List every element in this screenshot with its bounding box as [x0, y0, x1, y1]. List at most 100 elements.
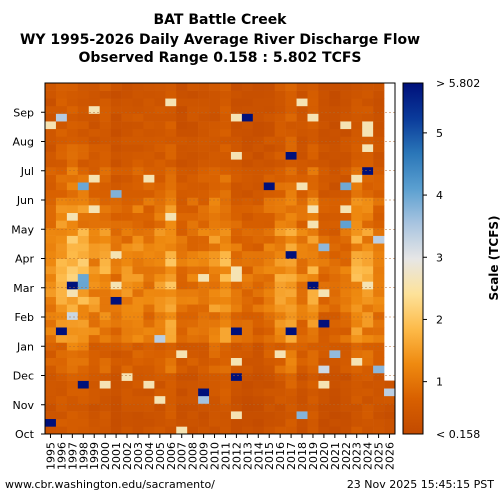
heatmap-cell [45, 121, 57, 130]
heatmap-cell [110, 403, 122, 412]
heatmap-cell [373, 113, 385, 122]
heatmap-cell [198, 258, 210, 267]
heatmap-cell [88, 372, 100, 381]
heatmap-cell [77, 166, 90, 175]
heatmap-cell [99, 98, 111, 107]
heatmap-cell [176, 273, 188, 282]
heatmap-cell [241, 266, 254, 275]
heatmap-cell [274, 319, 286, 328]
heatmap-cell [176, 151, 188, 160]
heatmap-cell [121, 304, 133, 313]
heatmap-cell [329, 350, 341, 358]
heatmap-cell [176, 159, 188, 168]
heatmap-cell [263, 258, 275, 267]
heatmap-cell [66, 327, 79, 336]
heatmap-cell [55, 98, 68, 107]
heatmap-cell [88, 90, 100, 99]
heatmap-cell [143, 289, 155, 297]
heatmap-cell [285, 372, 297, 381]
heatmap-cell [187, 144, 199, 152]
heatmap-cell [198, 365, 210, 374]
heatmap-cell [143, 266, 155, 275]
heatmap-cell [99, 319, 111, 328]
heatmap-cell [143, 243, 155, 252]
heatmap-cell [252, 426, 265, 435]
heatmap-cell [121, 403, 133, 412]
heatmap-cell [154, 357, 166, 366]
heatmap-cell [176, 243, 188, 252]
heatmap-cell [318, 403, 330, 412]
heatmap-cell [110, 388, 122, 397]
heatmap-cell [110, 98, 122, 107]
heatmap-cell [362, 235, 374, 244]
heatmap-cell [176, 83, 188, 91]
heatmap-cell [285, 357, 297, 366]
heatmap-cell [252, 418, 265, 427]
heatmap-cell [351, 227, 363, 236]
heatmap-cell [45, 350, 57, 358]
heatmap-cell [362, 426, 374, 435]
heatmap-cell [263, 327, 275, 336]
heatmap-cell [121, 334, 133, 343]
heatmap-cell [176, 144, 188, 152]
heatmap-cell [187, 319, 199, 328]
heatmap-cell [220, 189, 232, 198]
heatmap-cell [362, 121, 374, 130]
heatmap-cell [351, 235, 363, 244]
heatmap-cell [252, 327, 265, 336]
heatmap-cell [351, 281, 363, 290]
heatmap-cell [351, 197, 363, 206]
heatmap-cell [55, 411, 68, 420]
heatmap-cell [263, 121, 275, 130]
heatmap-cell [318, 144, 330, 152]
heatmap-cell [55, 113, 68, 122]
heatmap-cell [351, 166, 363, 175]
heatmap-cell [55, 121, 68, 130]
x-tick-label-2003: 2003 [132, 442, 145, 470]
heatmap-cell [230, 281, 243, 290]
heatmap-cell [329, 304, 341, 313]
heatmap-cell [252, 372, 265, 381]
heatmap-cell [384, 426, 396, 435]
heatmap-cell [285, 227, 297, 236]
heatmap-cell [351, 121, 363, 130]
heatmap-cell [252, 357, 265, 366]
x-tick-label-2015: 2015 [263, 442, 276, 470]
heatmap-cell [88, 334, 100, 343]
heatmap-cell [241, 159, 254, 168]
heatmap-cell [66, 334, 79, 343]
heatmap-cell [132, 311, 144, 320]
heatmap-cell [187, 365, 199, 374]
heatmap-cell [274, 273, 286, 282]
heatmap-cell [318, 273, 330, 282]
heatmap-cell [165, 403, 177, 412]
heatmap-cell [55, 418, 68, 427]
heatmap-cell [220, 372, 232, 381]
heatmap-cell [187, 205, 199, 214]
heatmap-cell [187, 105, 199, 114]
x-tick-label-1998: 1998 [77, 442, 90, 470]
heatmap-cell [154, 144, 166, 152]
heatmap-cell [45, 113, 57, 122]
heatmap-cell [45, 136, 57, 145]
heatmap-cell [99, 182, 111, 191]
heatmap-cell [187, 136, 199, 145]
heatmap-cell [362, 144, 374, 152]
heatmap-cell [198, 273, 210, 282]
y-tick-label-oct: Oct [15, 428, 35, 441]
heatmap-cell [165, 296, 177, 305]
heatmap-cell [274, 235, 286, 244]
heatmap-cell [45, 334, 57, 343]
heatmap-cell [45, 250, 57, 259]
heatmap-cell [252, 388, 265, 397]
heatmap-cell [45, 418, 57, 427]
heatmap-cell [88, 296, 100, 305]
heatmap-cell [187, 189, 199, 198]
heatmap-cell [77, 426, 90, 435]
heatmap-cell [252, 227, 265, 236]
heatmap-cell [329, 105, 341, 114]
heatmap-cell [362, 304, 374, 313]
heatmap-cell [176, 372, 188, 381]
heatmap-cell [296, 334, 308, 343]
heatmap-cell [110, 151, 122, 160]
